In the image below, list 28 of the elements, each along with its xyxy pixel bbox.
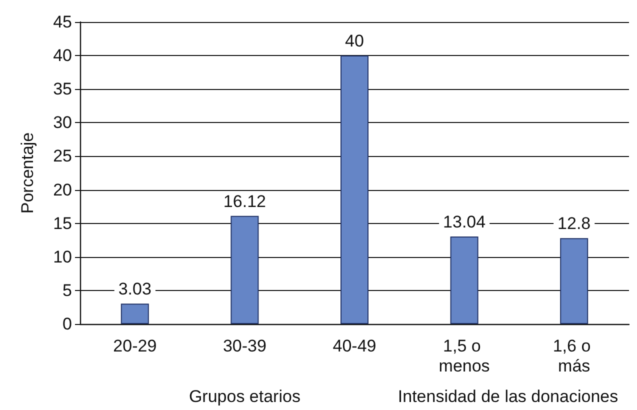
y-tick-label: 25 bbox=[53, 146, 72, 166]
bar bbox=[450, 236, 478, 324]
y-tick-label: 35 bbox=[53, 80, 72, 99]
text: Intensidad de las donaciones bbox=[398, 387, 618, 406]
y-tick-label: 0 bbox=[62, 314, 72, 334]
y-axis-title: Porcentaje bbox=[18, 132, 37, 214]
data-label: 40 bbox=[345, 32, 364, 51]
y-tick-label: 10 bbox=[53, 247, 72, 266]
x-tick-label: 40-49 bbox=[332, 336, 376, 356]
data-label: 13.04 bbox=[443, 212, 486, 232]
x-tick-label: 30-39 bbox=[222, 336, 266, 356]
y-tick-label: 15 bbox=[53, 214, 72, 233]
y-tick-label: 40 bbox=[53, 46, 72, 66]
y-tick-label: 5 bbox=[62, 280, 72, 300]
y-tick-label: 30 bbox=[53, 113, 72, 132]
bar bbox=[230, 216, 259, 324]
bar bbox=[120, 304, 149, 324]
text: Grupos etarios bbox=[188, 387, 300, 406]
data-label: 16.12 bbox=[223, 192, 266, 211]
bar bbox=[560, 238, 588, 324]
y-tick-label: 20 bbox=[53, 180, 72, 200]
x-tick-label: 1,6 o más bbox=[552, 336, 596, 376]
x-tick-label: 20-29 bbox=[113, 336, 157, 356]
data-label: 3.03 bbox=[118, 280, 152, 299]
x-tick-label: 1,5 o menos bbox=[438, 336, 490, 376]
bar bbox=[340, 56, 368, 324]
data-label: 12.8 bbox=[558, 214, 591, 234]
y-tick-label: 45 bbox=[53, 12, 72, 32]
